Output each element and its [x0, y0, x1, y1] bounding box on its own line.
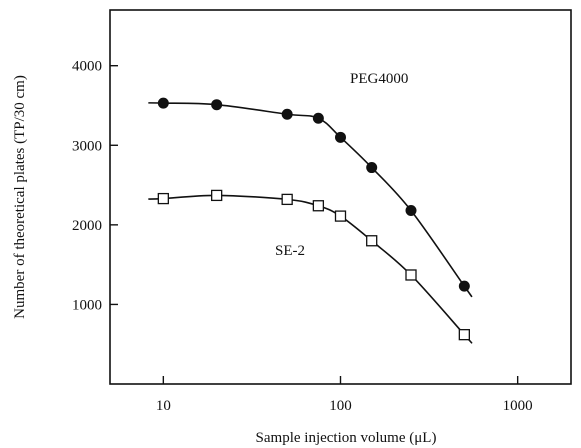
y-tick-label: 3000 [72, 138, 102, 154]
data-point-peg4000 [335, 131, 346, 143]
x-axis-title: Sample injection volume (μL) [256, 430, 437, 446]
data-point-peg4000 [312, 112, 324, 124]
x-axis: 10 100 1000 [156, 376, 533, 414]
data-point-se2 [334, 210, 347, 222]
y-tick-label: 2000 [72, 218, 102, 234]
data-point-peg4000 [405, 205, 417, 217]
y-axis-title: Number of theoretical plates (TP/30 cm) [12, 75, 28, 319]
data-point-se2 [281, 193, 293, 206]
data-point-se2 [211, 189, 223, 202]
y-tick-label: 4000 [72, 59, 102, 75]
data-point-peg4000 [157, 97, 169, 109]
series-label-se2: SE-2 [275, 243, 305, 259]
data-point-se2 [458, 329, 470, 341]
data-points [157, 97, 470, 341]
fit-curve-peg4000 [148, 102, 473, 298]
y-axis: 1000 2000 3000 4000 [72, 59, 118, 313]
data-point-se2 [312, 200, 325, 212]
series-label-peg4000: PEG4000 [350, 71, 408, 87]
data-point-se2 [157, 192, 169, 205]
fit-curves [148, 102, 473, 344]
x-tick-label: 100 [329, 398, 352, 414]
y-tick-label: 1000 [72, 297, 102, 313]
data-point-peg4000 [211, 99, 223, 111]
data-point-peg4000 [458, 280, 470, 292]
data-point-peg4000 [366, 162, 378, 174]
x-tick-label: 10 [156, 398, 171, 414]
fit-curve-se2 [148, 194, 473, 344]
x-tick-label: 1000 [503, 398, 533, 414]
data-point-peg4000 [281, 108, 293, 120]
data-point-se2 [405, 269, 417, 281]
data-point-se2 [366, 235, 378, 247]
